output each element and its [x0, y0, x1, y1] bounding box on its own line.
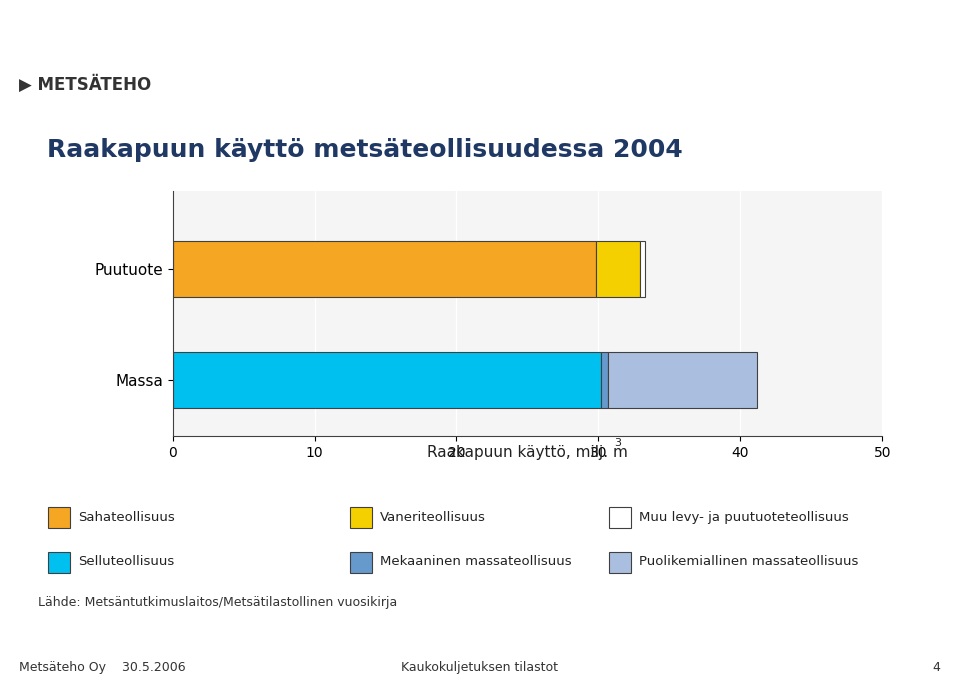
FancyBboxPatch shape — [609, 552, 631, 573]
Bar — [608, 352, 758, 408]
FancyBboxPatch shape — [609, 507, 631, 528]
Text: Selluteollisuus: Selluteollisuus — [79, 555, 175, 569]
Text: Muu levy- ja puutuoteteollisuus: Muu levy- ja puutuoteteollisuus — [640, 511, 849, 524]
FancyBboxPatch shape — [48, 507, 70, 528]
Text: Taustatietoa: Taustatietoa — [832, 16, 940, 31]
Bar — [601, 352, 608, 408]
Bar — [173, 241, 596, 296]
FancyBboxPatch shape — [350, 507, 372, 528]
Text: Mekaaninen massateollisuus: Mekaaninen massateollisuus — [380, 555, 572, 569]
Text: Metsäteho Oy    30.5.2006: Metsäteho Oy 30.5.2006 — [19, 661, 186, 674]
Text: Kaukokuljetuksen tilastot: Kaukokuljetuksen tilastot — [401, 661, 558, 674]
Bar — [596, 241, 640, 296]
FancyBboxPatch shape — [48, 552, 70, 573]
Bar — [173, 352, 601, 408]
Text: Vaneriteollisuus: Vaneriteollisuus — [380, 511, 486, 524]
Text: Sahateollisuus: Sahateollisuus — [79, 511, 175, 524]
Text: Raakapuun käyttö metsäteollisuudessa 2004: Raakapuun käyttö metsäteollisuudessa 200… — [47, 138, 683, 162]
Text: 3: 3 — [614, 439, 621, 448]
Text: Raakapuun käyttö, milj. m: Raakapuun käyttö, milj. m — [427, 445, 628, 460]
Text: ▶ METSÄTEHO: ▶ METSÄTEHO — [19, 76, 152, 94]
Text: Tuloskalvosarja: Tuloskalvosarja — [819, 628, 940, 642]
Text: Puolikemiallinen massateollisuus: Puolikemiallinen massateollisuus — [640, 555, 858, 569]
Text: 4: 4 — [932, 661, 940, 674]
Text: Lähde: Metsäntutkimuslaitos/Metsätilastollinen vuosikirja: Lähde: Metsäntutkimuslaitos/Metsätilasto… — [37, 596, 397, 609]
Bar — [640, 241, 645, 296]
FancyBboxPatch shape — [350, 552, 372, 573]
